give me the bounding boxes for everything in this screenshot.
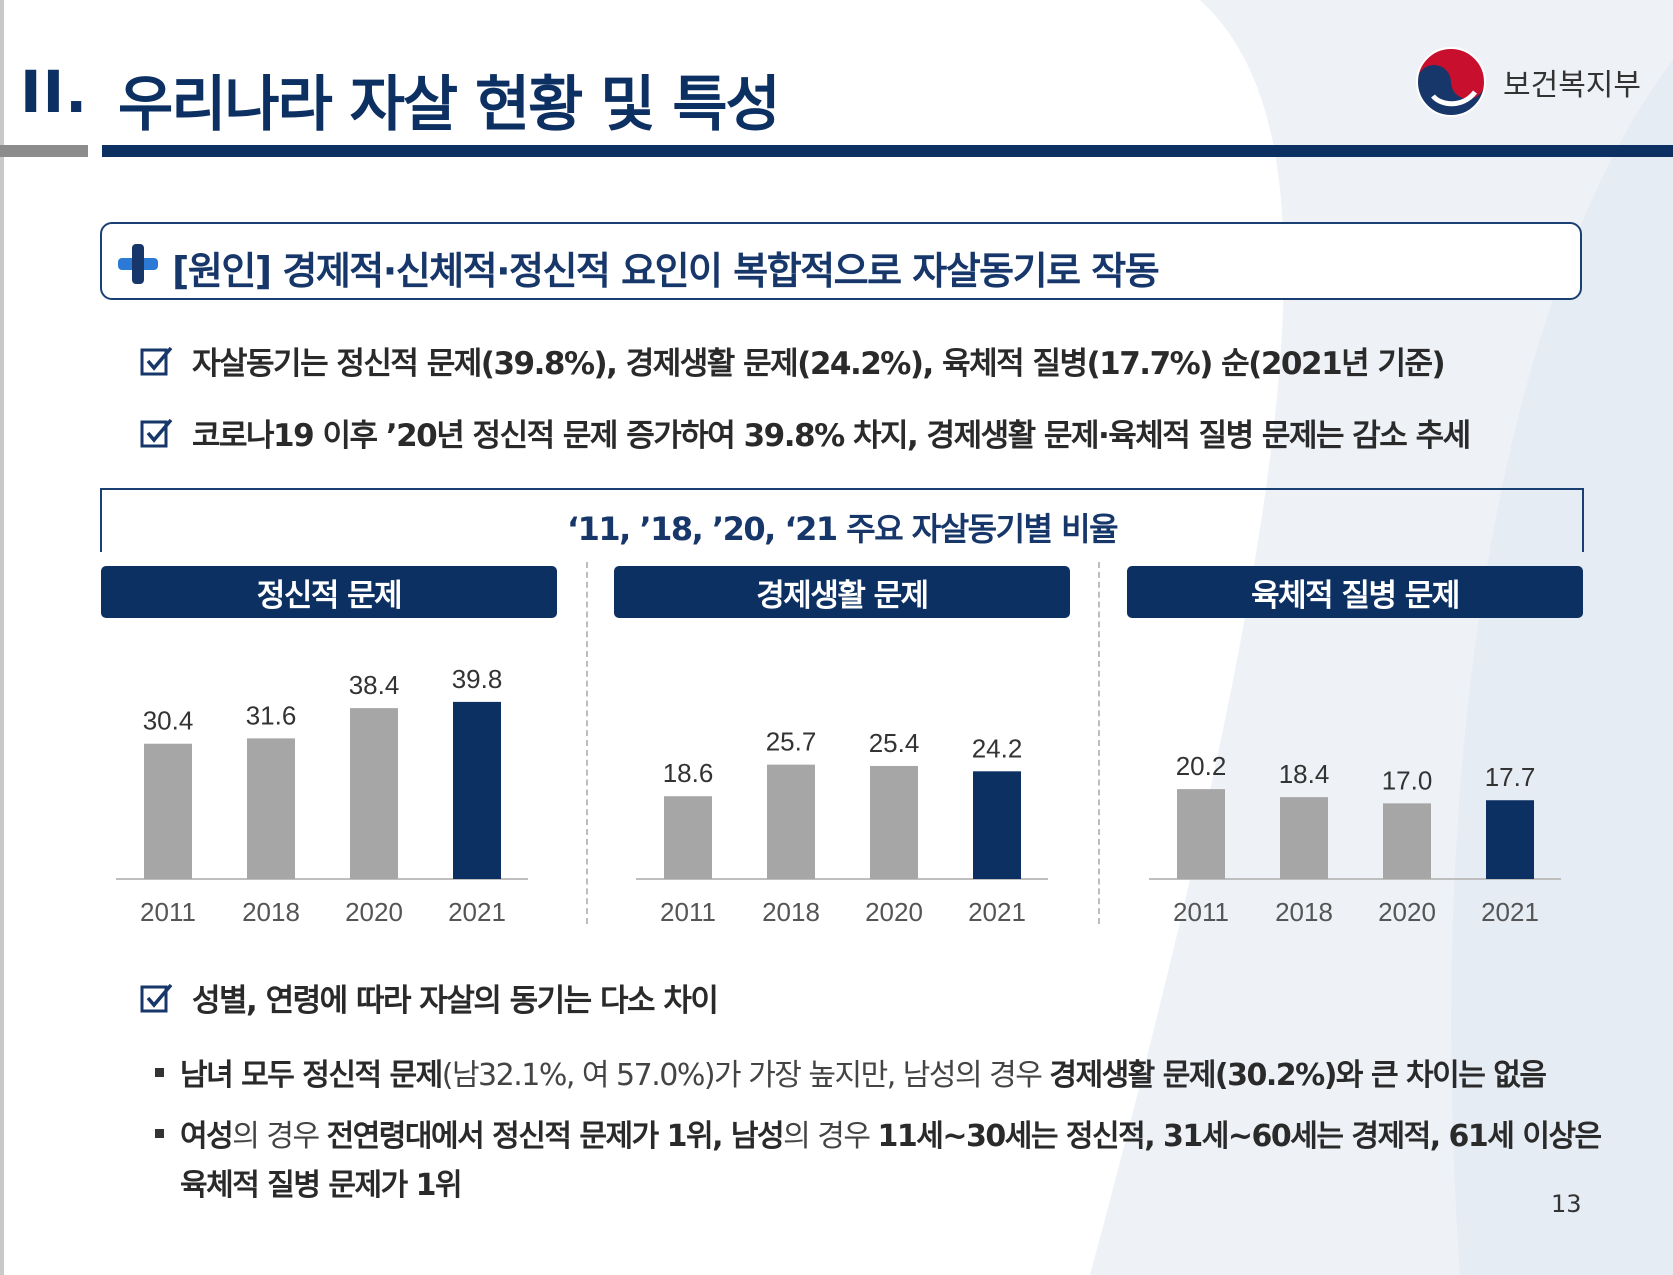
emphasis-text: 육체적 질병 문제가 1위 — [180, 1168, 463, 1203]
emphasis-text: 경제생활 문제(30.2%)와 큰 차이는 없음 — [1049, 1058, 1547, 1093]
tick-label: 2020 — [865, 897, 923, 927]
headline-text: [원인] 경제적·신체적·정신적 요인이 복합적으로 자살동기로 작동 — [172, 249, 1160, 293]
data-label: 17.0 — [1382, 765, 1433, 795]
data-label: 39.8 — [452, 664, 503, 694]
data-label: 20.2 — [1176, 751, 1227, 781]
taegeuk-icon — [1416, 47, 1486, 117]
emphasis-text: 11세~30세는 정신적, 31세~60세는 경제적, 61세 이상은 — [877, 1119, 1603, 1154]
plus-icon — [118, 244, 158, 284]
ministry-logo: 보건복지부 — [1413, 44, 1673, 124]
emphasis-text: 여성 — [180, 1119, 234, 1154]
section-number: II. — [20, 58, 89, 126]
tick-label: 2011 — [140, 897, 196, 927]
tick-label: 2021 — [1481, 897, 1539, 927]
page-title: 우리나라 자살 현황 및 특성 — [118, 70, 781, 140]
bar-2021 — [453, 701, 501, 879]
bullet-item: 성별, 연령에 따라 자살의 동기는 다소 차이 — [140, 975, 719, 1020]
ministry-name: 보건복지부 — [1503, 68, 1641, 103]
tick-label: 2020 — [1378, 897, 1436, 927]
title-rule-navy — [102, 145, 1673, 157]
chart-frame: ‘11, ’18, ’20, ‘21 주요 자살동기별 비율 — [100, 488, 1584, 552]
tick-label: 2011 — [1173, 897, 1229, 927]
sub-bullet-continuation: 육체적 질병 문제가 1위 — [180, 1160, 463, 1204]
panel-header-mental: 정신적 문제 — [101, 566, 557, 618]
tick-label: 2011 — [660, 897, 716, 927]
bar-2020 — [350, 708, 398, 879]
emphasis-text: 전연령대에서 정신적 문제가 1위, 남성 — [326, 1119, 785, 1154]
checkbox-icon — [140, 346, 173, 375]
body-text: 의 경우 — [783, 1119, 878, 1154]
body-text: (남32.1%, 여 57.0%)가 가장 높지만, 남성의 경우 — [441, 1058, 1050, 1093]
data-label: 25.4 — [869, 728, 920, 758]
tick-label: 2018 — [242, 897, 300, 927]
panel-header-physical: 육체적 질병 문제 — [1127, 566, 1583, 618]
chart-title: ‘11, ’18, ’20, ‘21 주요 자살동기별 비율 — [566, 510, 1119, 548]
slide-edge — [0, 0, 4, 1275]
tick-label: 2021 — [448, 897, 506, 927]
checkbox-icon — [140, 983, 173, 1012]
data-label: 17.7 — [1485, 762, 1536, 792]
data-label: 18.6 — [663, 758, 714, 788]
data-label: 18.4 — [1279, 759, 1330, 789]
bar-charts: 30.4 2011 31.6 2018 38.4 2020 39.8 2021 18.6 2011… — [116, 664, 1561, 927]
bar-2021 — [973, 771, 1021, 879]
sub-bullet-item: 여성의 경우 전연령대에서 정신적 문제가 1위, 남성의 경우 11세~30세… — [155, 1111, 1603, 1155]
headline-box: [원인] 경제적·신체적·정신적 요인이 복합적으로 자살동기로 작동 — [100, 222, 1582, 300]
bar-2020 — [870, 765, 918, 879]
tick-label: 2018 — [762, 897, 820, 927]
bullet-text: 성별, 연령에 따라 자살의 동기는 다소 차이 — [192, 983, 719, 1019]
bullet-text: 코로나19 이후 ’20년 정신적 문제 증가하여 39.8% 차지, 경제생활… — [192, 418, 1471, 454]
data-label: 25.7 — [766, 727, 817, 757]
square-bullet-icon — [155, 1068, 164, 1077]
title-rule-gray — [0, 145, 88, 157]
page-number: 13 — [1551, 1190, 1582, 1218]
bar-2020 — [1383, 803, 1431, 879]
bullet-item: 코로나19 이후 ’20년 정신적 문제 증가하여 39.8% 차지, 경제생활… — [140, 410, 1471, 455]
bar-2018 — [1280, 797, 1328, 879]
data-label: 30.4 — [143, 706, 194, 736]
emphasis-text: 남녀 모두 정신적 문제 — [180, 1058, 443, 1093]
bar-2011 — [664, 796, 712, 879]
bar-2021 — [1486, 800, 1534, 879]
bullet-text: 자살동기는 정신적 문제(39.8%), 경제생활 문제(24.2%), 육체적… — [192, 346, 1446, 382]
data-label: 24.2 — [972, 733, 1023, 763]
sub-bullet-item: 남녀 모두 정신적 문제(남32.1%, 여 57.0%)가 가장 높지만, 남… — [155, 1050, 1547, 1094]
bar-2018 — [767, 764, 815, 879]
square-bullet-icon — [155, 1129, 164, 1138]
checkbox-icon — [140, 418, 173, 447]
data-label: 31.6 — [246, 700, 297, 730]
bullet-item: 자살동기는 정신적 문제(39.8%), 경제생활 문제(24.2%), 육체적… — [140, 338, 1446, 383]
data-label: 38.4 — [349, 670, 400, 700]
panel-divider — [586, 562, 588, 924]
panel-header-economic: 경제생활 문제 — [614, 566, 1070, 618]
bar-2011 — [1177, 789, 1225, 879]
tick-label: 2020 — [345, 897, 403, 927]
body-text: 의 경우 — [232, 1119, 327, 1154]
tick-label: 2018 — [1275, 897, 1333, 927]
bar-2018 — [247, 738, 295, 879]
tick-label: 2021 — [968, 897, 1026, 927]
bar-2011 — [144, 743, 192, 879]
panel-divider — [1098, 562, 1100, 924]
